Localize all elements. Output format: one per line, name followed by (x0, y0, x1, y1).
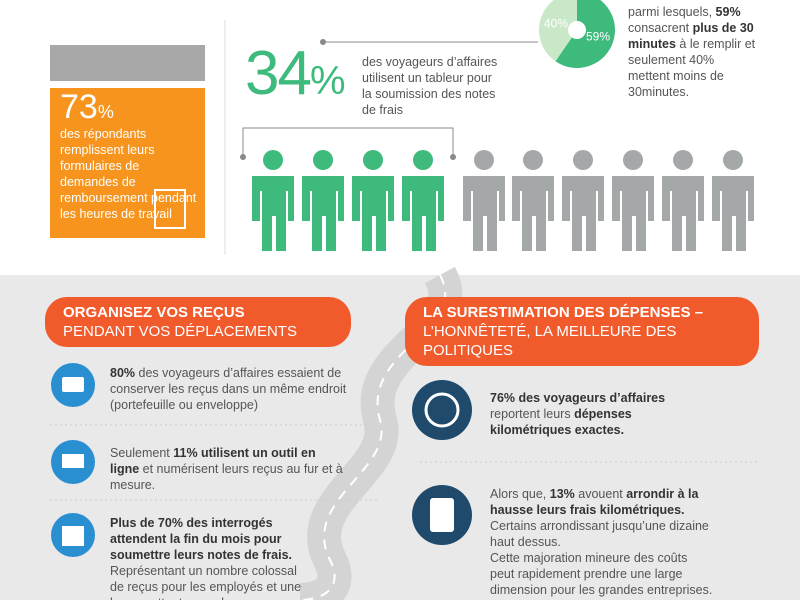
text-segment: Seulement (110, 446, 174, 460)
item: Alors que, 13% avouent arrondir à la hau… (490, 486, 715, 550)
stat-number: 34 (245, 39, 312, 108)
text-segment: consacrent (628, 21, 693, 35)
person-head (723, 150, 743, 170)
person-body (512, 176, 554, 251)
person-body (402, 176, 444, 251)
pie-text: parmi lesquels, 59% consacrent plus de 3… (628, 4, 758, 100)
icon-glyph (62, 377, 84, 392)
people (252, 150, 754, 251)
pie-slice (539, 0, 577, 62)
item: 76% des voyageurs d’affaires reportent l… (490, 390, 715, 438)
item: 80% des voyageurs d’affaires essaient de… (110, 365, 360, 413)
person-body (562, 176, 604, 251)
text-segment: 76% des voyageurs d’affaires (490, 391, 666, 405)
person-body (712, 176, 754, 251)
person-body (463, 176, 505, 251)
stat-73-text: des répondants remplissent leurs formula… (60, 127, 197, 221)
dot (450, 154, 456, 160)
icon-glyph (424, 392, 460, 428)
person-body (612, 176, 654, 251)
speed-icon (412, 380, 472, 440)
person-head (263, 150, 283, 170)
text-segment: avouent (574, 487, 627, 501)
dot (240, 154, 246, 160)
person-body (252, 176, 294, 251)
icon-glyph (430, 498, 454, 532)
text-segment: arrondir à la hausse leurs frais kilomét… (490, 487, 699, 517)
icon-glyph (62, 454, 84, 468)
stat-34-text: des voyageurs d’affaires utilisent un ta… (362, 55, 498, 117)
stat-34: 34% (245, 38, 346, 109)
pie-label: 40% (544, 16, 568, 30)
person-body (302, 176, 344, 251)
header-bold: ORGANISEZ VOS REÇUS (63, 304, 245, 321)
text-segment: 11% utilisent un outil en ligne (110, 446, 316, 476)
text-segment: Alors que, (490, 487, 550, 501)
item: Seulement 11% utilisent un outil en lign… (110, 445, 345, 493)
pie-label: 59% (586, 30, 610, 44)
stat-unit: % (309, 59, 346, 103)
icon-glyph (62, 526, 84, 546)
person-head (523, 150, 543, 170)
text-segment: Plus de 70% des interrogés attendent la … (110, 516, 293, 562)
text-segment: reportent leurs (490, 407, 575, 421)
pie-hole (568, 21, 586, 39)
person-head (673, 150, 693, 170)
stat-unit: % (97, 102, 114, 122)
person-head (474, 150, 494, 170)
stat-number: 73 (60, 88, 98, 126)
grey-bar (50, 45, 205, 81)
section-header: ORGANISEZ VOS REÇUS PENDANT VOS DÉPLACEME… (45, 297, 351, 347)
section-header: LA SURESTIMATION DES DÉPENSES – L’HONNÊTE… (405, 297, 759, 366)
text-segment: 13% (549, 487, 575, 501)
pie: 59% 40% (539, 0, 615, 68)
person-head (573, 150, 593, 170)
person-body (662, 176, 704, 251)
item: Plus de 70% des interrogés attendent la … (110, 515, 310, 600)
person-body (352, 176, 394, 251)
text-segment: à le remplir et seulement 40% mettent mo… (628, 37, 756, 99)
header-bold: LA SURESTIMATION DES DÉPENSES – (423, 304, 704, 321)
text-segment: plus de 30 minutes (628, 21, 754, 51)
text-segment: Certains arrondissant jusqu’une dizaine … (490, 519, 709, 549)
text-segment: des voyageurs d’affaires essaient de con… (110, 366, 347, 412)
person-head (413, 150, 433, 170)
text-segment: et numérisent leurs reçus au fur et à me… (110, 462, 343, 492)
pie-slice (555, 0, 615, 68)
text-segment: Représentant un nombre colossal de reçus… (110, 564, 302, 600)
person-head (313, 150, 333, 170)
text-segment: Cette majoration mineure des coûts peut … (490, 551, 713, 597)
header-text: PENDANT VOS DÉPLACEMENTS (63, 323, 297, 340)
item: Cette majoration mineure des coûts peut … (490, 550, 715, 598)
text-segment: 59% (715, 5, 741, 19)
doc-icon (154, 189, 186, 229)
road-line (299, 274, 447, 600)
person-head (363, 150, 383, 170)
orange-box (50, 88, 205, 238)
text-segment: parmi lesquels, (628, 5, 716, 19)
dot (320, 39, 326, 45)
person-head (623, 150, 643, 170)
text-segment: dépenses kilométriques exactes. (490, 407, 632, 437)
stat-73: 73% (60, 88, 114, 127)
bracket (242, 127, 454, 155)
text-segment: 80% (110, 366, 136, 380)
header-text: L’HONNÊTETÉ, LA MEILLEURE DES POLITIQUES (423, 323, 677, 359)
